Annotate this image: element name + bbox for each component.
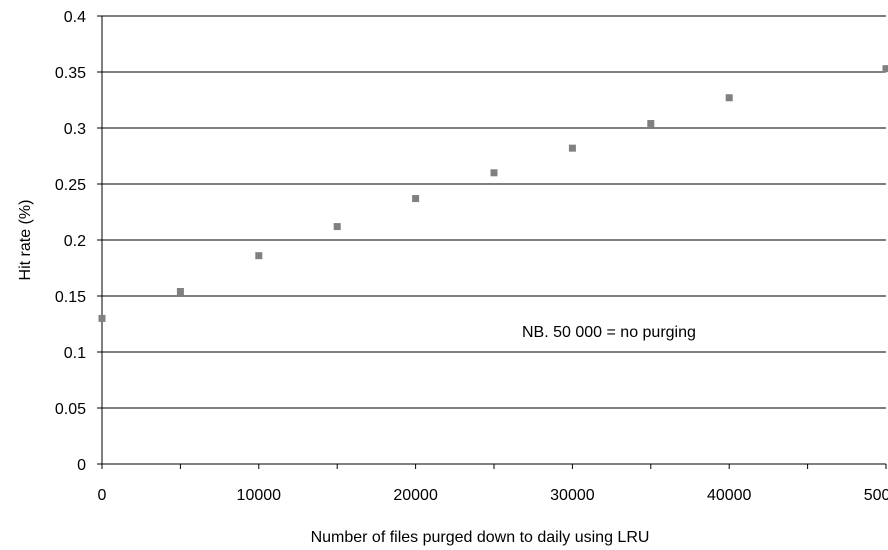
x-tick-label-1: 10000 [237, 487, 282, 504]
y-tick-labels: 0 0.05 0.1 0.15 0.2 0.25 0.3 0.35 0.4 [55, 9, 86, 474]
data-point-5 [490, 169, 498, 177]
gridlines [102, 15, 886, 409]
data-point-0 [98, 314, 106, 322]
y-axis-title: Hit rate (%) [17, 200, 34, 281]
data-point-1 [176, 288, 184, 296]
y-tick-label-8: 0.4 [64, 9, 86, 26]
x-tick-label-0: 0 [98, 487, 107, 504]
y-tick-label-0: 0 [77, 457, 86, 474]
x-axis-title: Number of files purged down to daily usi… [311, 529, 650, 546]
data-point-9 [882, 65, 888, 73]
annotation-note: NB. 50 000 = no purging [522, 324, 696, 341]
data-point-4 [412, 195, 420, 203]
data-point-2 [255, 252, 263, 260]
axes [97, 15, 887, 469]
data-point-3 [333, 223, 341, 231]
y-tick-label-7: 0.35 [55, 65, 86, 82]
data-point-7 [647, 120, 655, 128]
y-tick-label-3: 0.15 [55, 289, 86, 306]
data-point-6 [568, 144, 576, 152]
x-tick-label-4: 40000 [707, 487, 752, 504]
y-tick-label-4: 0.2 [64, 233, 86, 250]
y-tick-label-5: 0.25 [55, 177, 86, 194]
data-point-8 [725, 94, 733, 102]
x-tick-label-3: 30000 [550, 487, 595, 504]
y-tick-label-1: 0.05 [55, 401, 86, 418]
data-points [98, 65, 888, 322]
y-tick-label-6: 0.3 [64, 121, 86, 138]
x-tick-label-2: 20000 [393, 487, 438, 504]
y-tick-label-2: 0.1 [64, 345, 86, 362]
